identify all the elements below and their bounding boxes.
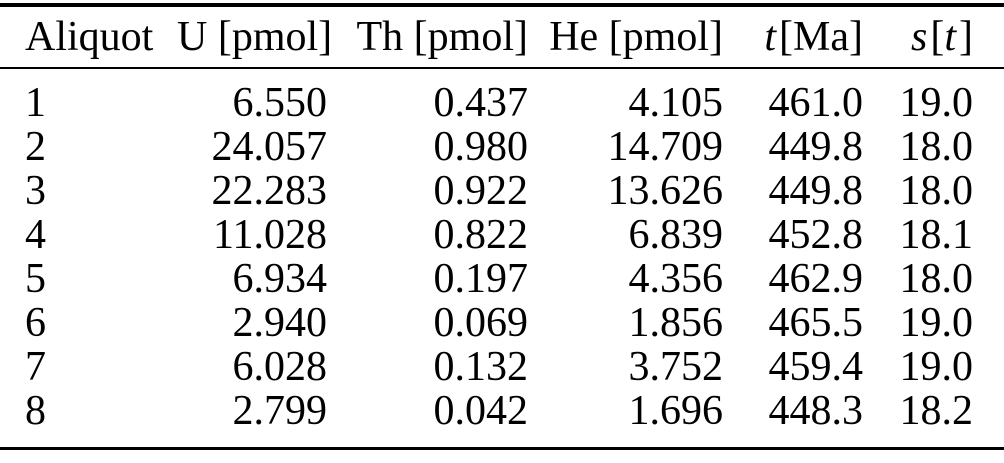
cell-aliquot: 6 (25, 300, 46, 346)
table-row-aliquot-7: 7 6.028 0.132 3.752 459.4 19.0 (0, 345, 1004, 389)
table-row-aliquot-6: 6 2.940 0.069 1.856 465.5 19.0 (0, 301, 1004, 345)
column-header-th-pmol: Th [pmol] (327, 5, 528, 69)
cell-th-pmol: 0.822 (433, 212, 529, 258)
header-row: Aliquot U [pmol] Th [pmol] He [pmol] t[Ma] s[… (0, 5, 1004, 69)
cell-aliquot: 1 (25, 80, 46, 126)
table-row-aliquot-4: 4 11.028 0.822 6.839 452.8 18.1 (0, 213, 1004, 257)
table-body: 1 6.550 0.437 4.105 461.0 19.0 2 24.057 0.980 14.… (0, 68, 1004, 449)
cell-th-pmol: 0.437 (433, 80, 529, 126)
cell-s-t: 18.1 (899, 212, 974, 258)
cell-aliquot: 7 (25, 344, 46, 390)
cell-th-pmol: 0.042 (433, 388, 529, 434)
column-header-he-pmol: He [pmol] (528, 5, 723, 69)
cell-s-t: 19.0 (899, 80, 974, 126)
cell-aliquot: 3 (25, 168, 46, 214)
cell-u-pmol: 6.028 (232, 344, 328, 390)
cell-t-ma: 465.5 (768, 300, 864, 346)
cell-s-t: 19.0 (899, 344, 974, 390)
cell-th-pmol: 0.980 (433, 124, 529, 170)
header-text-t-ma: [Ma] (779, 14, 863, 60)
table-row-aliquot-8: 8 2.799 0.042 1.696 448.3 18.2 (0, 389, 1004, 449)
cell-th-pmol: 0.922 (433, 168, 529, 214)
cell-u-pmol: 24.057 (211, 124, 328, 170)
cell-he-pmol: 1.696 (628, 388, 724, 434)
cell-th-pmol: 0.069 (433, 300, 529, 346)
cell-he-pmol: 4.105 (628, 80, 724, 126)
cell-s-t: 18.0 (899, 124, 974, 170)
column-header-t-ma: t[Ma] (723, 5, 863, 69)
header-text-he-pmol: He [pmol] (549, 14, 723, 60)
header-text-t-ma-italic-var: t (764, 14, 777, 60)
cell-u-pmol: 2.940 (232, 300, 328, 346)
cell-t-ma: 452.8 (768, 212, 864, 258)
cell-he-pmol: 1.856 (628, 300, 724, 346)
table-row-aliquot-2: 2 24.057 0.980 14.709 449.8 18.0 (0, 125, 1004, 169)
cell-u-pmol: 11.028 (213, 212, 327, 258)
column-header-aliquot: Aliquot (0, 5, 177, 69)
cell-aliquot: 2 (25, 124, 46, 170)
cell-u-pmol: 2.799 (232, 388, 328, 434)
paper-table-page: Aliquot U [pmol] Th [pmol] He [pmol] t[Ma] s[… (0, 3, 1004, 463)
cell-he-pmol: 6.839 (628, 212, 724, 258)
header-text-s-t-italic-var: t (944, 14, 956, 60)
column-header-u-pmol: U [pmol] (177, 5, 332, 69)
cell-th-pmol: 0.132 (433, 344, 529, 390)
aliquot-data-table: Aliquot U [pmol] Th [pmol] He [pmol] t[Ma] s[… (0, 3, 1004, 450)
cell-s-t: 18.0 (899, 256, 974, 302)
cell-aliquot: 4 (25, 212, 46, 258)
header-text-s-t-italic-var: s (910, 14, 928, 60)
cell-u-pmol: 6.550 (232, 80, 328, 126)
table-header: Aliquot U [pmol] Th [pmol] He [pmol] t[Ma] s[… (0, 5, 1004, 69)
cell-he-pmol: 13.626 (607, 168, 724, 214)
column-header-s-t: s[t] (863, 5, 1004, 69)
cell-aliquot: 5 (25, 256, 46, 302)
table-row-aliquot-3: 3 22.283 0.922 13.626 449.8 18.0 (0, 169, 1004, 213)
cell-he-pmol: 14.709 (607, 124, 724, 170)
header-text-aliquot: Aliquot (25, 14, 154, 60)
cell-he-pmol: 4.356 (628, 256, 724, 302)
cell-t-ma: 449.8 (768, 168, 864, 214)
cell-s-t: 18.0 (899, 168, 974, 214)
header-text-u-pmol: U [pmol] (177, 14, 333, 60)
cell-aliquot: 8 (25, 388, 46, 434)
header-text-s-t: ] (959, 14, 973, 60)
cell-s-t: 19.0 (899, 300, 974, 346)
cell-t-ma: 462.9 (768, 256, 864, 302)
table-row-aliquot-5: 5 6.934 0.197 4.356 462.9 18.0 (0, 257, 1004, 301)
header-text-s-t: [ (930, 14, 945, 60)
header-text-th-pmol: Th [pmol] (356, 14, 528, 60)
table-row-aliquot-1: 1 6.550 0.437 4.105 461.0 19.0 (0, 68, 1004, 125)
cell-t-ma: 448.3 (768, 388, 864, 434)
cell-u-pmol: 22.283 (211, 168, 328, 214)
cell-t-ma: 461.0 (768, 80, 864, 126)
cell-s-t: 18.2 (899, 388, 974, 434)
cell-th-pmol: 0.197 (433, 256, 529, 302)
cell-u-pmol: 6.934 (232, 256, 328, 302)
cell-t-ma: 459.4 (768, 344, 864, 390)
cell-t-ma: 449.8 (768, 124, 864, 170)
cell-he-pmol: 3.752 (628, 344, 724, 390)
